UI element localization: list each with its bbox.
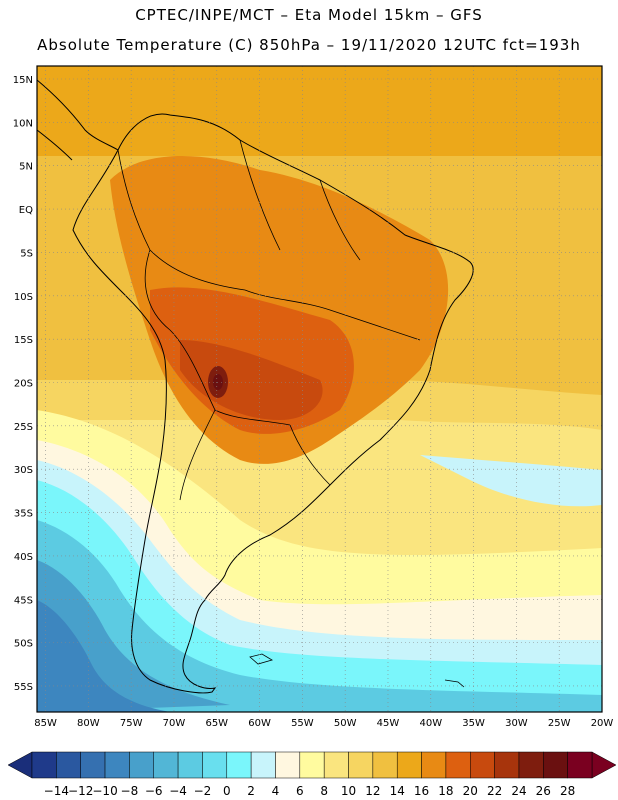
map-field (37, 66, 602, 712)
colorbar-swatch (445, 751, 471, 779)
lon-label: 55W (291, 718, 314, 729)
lon-label: 65W (205, 718, 228, 729)
colorbar-swatch (31, 751, 57, 779)
lat-label: 50S (14, 639, 33, 650)
lat-label: 15S (14, 335, 33, 346)
lon-label: 30W (505, 718, 528, 729)
falklands-coastline (249, 653, 273, 665)
colorbar-low-arrow (7, 751, 33, 779)
lon-label: 45W (377, 718, 400, 729)
lat-label: 35S (14, 509, 33, 520)
colorbar-label: 8 (320, 784, 328, 798)
colorbar-label: −8 (121, 784, 139, 798)
colorbar-label: 28 (560, 784, 575, 798)
lon-label: 20W (591, 718, 614, 729)
lat-label: 10N (13, 118, 33, 129)
south-america-coastline (72, 113, 474, 694)
colorbar-swatch (543, 751, 568, 779)
colorbar-swatch (153, 751, 179, 779)
colorbar-swatch (421, 751, 447, 779)
lat-label: 55S (14, 682, 33, 693)
colorbar-swatch (226, 751, 252, 779)
latitude-labels: 15N 10N 5N EQ 5S 10S 15S 20S 25S 30S 35S 40S 45S 50S 5… (13, 75, 33, 693)
longitude-labels: 85W 80W 75W 70W 65W 60W 55W 50W 45W 40W 35W 30W 25W 2… (34, 718, 613, 729)
colorbar-swatch (567, 751, 593, 779)
south-georgia-coastline (444, 679, 465, 688)
field-2 (37, 520, 602, 712)
lon-label: 50W (334, 718, 357, 729)
field-neg4 (37, 600, 170, 712)
colorbar-swatch (299, 751, 325, 779)
lat-label: 20S (14, 378, 33, 389)
lon-label: 25W (548, 718, 571, 729)
lat-label: 25S (14, 422, 33, 433)
title-line-1: CPTEC/INPE/MCT – Eta Model 15km – GFS (135, 6, 483, 24)
colorbar-label: 6 (296, 784, 304, 798)
lon-label: 70W (163, 718, 186, 729)
colorbar-swatch (348, 751, 374, 779)
country-borders (117, 139, 421, 501)
colorbar-label: −14 (44, 784, 69, 798)
colorbar-swatch (372, 751, 398, 779)
lat-label: 45S (14, 595, 33, 606)
lon-label: 40W (419, 718, 442, 729)
central-america-coastline (37, 79, 119, 161)
colorbar-label: 22 (487, 784, 502, 798)
plot-frame (36, 65, 603, 713)
colorbar-swatch (494, 751, 520, 779)
colorbar-label: −10 (92, 784, 117, 798)
colorbar-label: 18 (438, 784, 453, 798)
lat-label: 15N (13, 75, 33, 86)
colorbar-label: 14 (390, 784, 405, 798)
colorbar-label: 4 (272, 784, 280, 798)
field-cold-tongue (420, 455, 602, 507)
colorbar-swatch (470, 751, 495, 779)
colorbar-swatches (7, 751, 617, 779)
colorbar-swatch (323, 751, 349, 779)
colorbar-label: 20 (463, 784, 478, 798)
colorbar-swatch (80, 751, 106, 779)
colorbar-label: 24 (511, 784, 526, 798)
colorbar-swatch (250, 751, 276, 779)
colorbar-labels: −14 −12 −10 −8 −6 −4 −2 0 2 4 6 8 10 12 14 16 18 20 22 24 26… (44, 784, 576, 798)
colorbar-label: −12 (68, 784, 93, 798)
colorbar-swatch (202, 751, 228, 779)
lat-label: 30S (14, 465, 33, 476)
colorbar-swatch (129, 751, 154, 779)
lon-label: 85W (34, 718, 57, 729)
lon-label: 80W (77, 718, 100, 729)
colorbar-label: 16 (414, 784, 429, 798)
title-line-2: Absolute Temperature (C) 850hPa – 19/11/… (37, 36, 581, 54)
field-hotspot-core (213, 374, 223, 390)
lat-label: 5S (20, 248, 33, 259)
colorbar-swatch (275, 751, 301, 779)
field-continent-24 (180, 340, 323, 420)
colorbar-label: 0 (223, 784, 231, 798)
colorbar-label: 2 (247, 784, 255, 798)
lat-label: 10S (14, 292, 33, 303)
colorbar-swatch (396, 751, 422, 779)
lon-label: 60W (248, 718, 271, 729)
colorbar-label: −6 (145, 784, 163, 798)
colorbar-label: 10 (341, 784, 356, 798)
lat-label: 40S (14, 552, 33, 563)
colorbar-label: −4 (169, 784, 187, 798)
lat-label: EQ (19, 205, 33, 216)
colorbar-label: −2 (194, 784, 212, 798)
colorbar-label: 12 (365, 784, 380, 798)
lon-label: 35W (462, 718, 485, 729)
colorbar-high-arrow (591, 751, 617, 779)
colorbar-swatch (104, 751, 130, 779)
colorbar-label: 26 (536, 784, 551, 798)
lat-label: 5N (19, 162, 33, 173)
lon-label: 75W (120, 718, 143, 729)
colorbar-swatch (177, 751, 203, 779)
colorbar-swatch (518, 751, 544, 779)
colorbar-swatch (56, 751, 81, 779)
